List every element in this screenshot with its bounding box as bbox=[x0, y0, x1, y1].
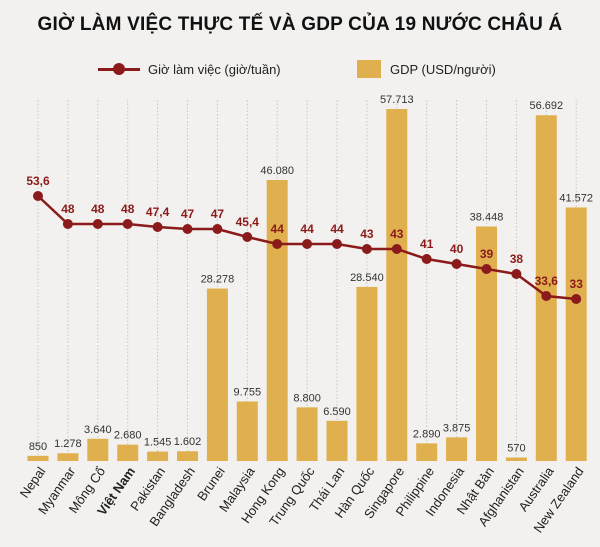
gdp-bar-label: 28.278 bbox=[201, 274, 235, 286]
gdp-bar bbox=[505, 457, 527, 461]
hours-label: 47,4 bbox=[146, 205, 170, 219]
gdp-bar-label: 2.890 bbox=[413, 428, 441, 440]
gdp-bar bbox=[535, 115, 557, 461]
hours-point bbox=[332, 239, 342, 249]
gdp-bar bbox=[296, 407, 318, 461]
legend-label-hours: Giờ làm việc (giờ/tuần) bbox=[148, 61, 281, 77]
hours-point bbox=[122, 219, 133, 229]
gdp-bar-label: 1.545 bbox=[144, 437, 172, 449]
legend-label-gdp: GDP (USD/người) bbox=[390, 61, 496, 77]
hours-label: 38 bbox=[510, 252, 524, 266]
gdp-bar bbox=[326, 420, 348, 461]
gdp-bar bbox=[266, 179, 288, 462]
hours-label: 45,4 bbox=[236, 215, 260, 229]
hours-label: 33,6 bbox=[535, 274, 559, 288]
hours-label: 47 bbox=[181, 207, 195, 221]
hours-label: 48 bbox=[61, 202, 75, 216]
gdp-bar bbox=[206, 288, 228, 461]
gdp-bar bbox=[236, 401, 258, 461]
hours-point bbox=[391, 244, 402, 254]
hours-label: 43 bbox=[360, 227, 374, 241]
hours-label: 44 bbox=[300, 222, 314, 236]
hours-label: 53,6 bbox=[26, 174, 50, 188]
hours-point bbox=[481, 264, 492, 274]
hours-point bbox=[361, 244, 372, 254]
hours-point bbox=[33, 191, 43, 201]
gdp-bar-label: 850 bbox=[29, 441, 47, 453]
gdp-bar-label: 2.680 bbox=[114, 430, 142, 442]
hours-point bbox=[451, 259, 462, 269]
gdp-bar-label: 8.800 bbox=[293, 392, 321, 404]
gdp-bar-label: 570 bbox=[507, 443, 525, 455]
hours-point bbox=[511, 269, 522, 279]
gdp-bar bbox=[476, 226, 497, 461]
gdp-bar-label: 57.713 bbox=[380, 94, 414, 106]
hours-point bbox=[212, 224, 223, 234]
legend: Giờ làm việc (giờ/tuần) GDP (USD/người) bbox=[0, 58, 600, 82]
hours-label: 48 bbox=[91, 202, 105, 216]
gdp-bar bbox=[87, 438, 109, 461]
gdp-bar-label: 6.590 bbox=[323, 406, 351, 418]
hours-point bbox=[272, 239, 283, 249]
hours-label: 39 bbox=[480, 247, 494, 261]
legend-line-swatch-icon bbox=[98, 62, 140, 76]
gdp-bar-label: 1.278 bbox=[54, 438, 82, 450]
gdp-bar bbox=[416, 443, 438, 461]
gdp-bar-label: 38.448 bbox=[470, 212, 504, 224]
gdp-bar-label: 1.602 bbox=[174, 436, 202, 448]
gdp-bar-label: 3.640 bbox=[84, 424, 112, 436]
hours-point bbox=[571, 294, 582, 304]
gdp-bar-label: 28.540 bbox=[350, 272, 384, 284]
gdp-bar bbox=[446, 437, 468, 461]
hours-label: 41 bbox=[420, 237, 434, 251]
hours-label: 33 bbox=[570, 277, 584, 291]
gdp-bar-label: 46.080 bbox=[260, 165, 294, 177]
gdp-bar bbox=[356, 286, 378, 461]
legend-item-hours: Giờ làm việc (giờ/tuần) bbox=[98, 58, 281, 80]
hours-point bbox=[182, 224, 193, 234]
gdp-bar bbox=[147, 451, 169, 461]
gdp-bar bbox=[565, 207, 587, 461]
hours-point bbox=[62, 219, 73, 229]
gdp-bar bbox=[386, 109, 408, 461]
hours-point bbox=[92, 219, 103, 229]
hours-label: 40 bbox=[450, 242, 464, 256]
gdp-bar bbox=[57, 453, 79, 461]
hours-point bbox=[242, 232, 253, 242]
hours-label: 48 bbox=[121, 202, 135, 216]
hours-label: 47 bbox=[211, 207, 225, 221]
hours-label: 44 bbox=[271, 222, 285, 236]
gdp-bar-label: 56.692 bbox=[529, 100, 563, 112]
gdp-bar-label: 9.755 bbox=[234, 387, 262, 399]
hours-point bbox=[421, 254, 432, 264]
gdp-bar-label: 3.875 bbox=[443, 422, 471, 434]
chart-title: GIỜ LÀM VIỆC THỰC TẾ VÀ GDP CỦA 19 NƯỚC … bbox=[37, 14, 563, 35]
hours-point bbox=[302, 239, 313, 249]
gdp-bar bbox=[177, 451, 198, 461]
legend-bar-swatch-icon bbox=[357, 60, 381, 78]
gdp-bar bbox=[117, 444, 139, 461]
legend-item-gdp: GDP (USD/người) bbox=[357, 58, 496, 80]
gdp-bar bbox=[27, 455, 49, 461]
hours-point bbox=[541, 291, 552, 301]
hours-label: 44 bbox=[330, 222, 344, 236]
gdp-bar-label: 41.572 bbox=[559, 192, 593, 204]
hours-label: 43 bbox=[390, 227, 404, 241]
hours-point bbox=[152, 222, 163, 232]
